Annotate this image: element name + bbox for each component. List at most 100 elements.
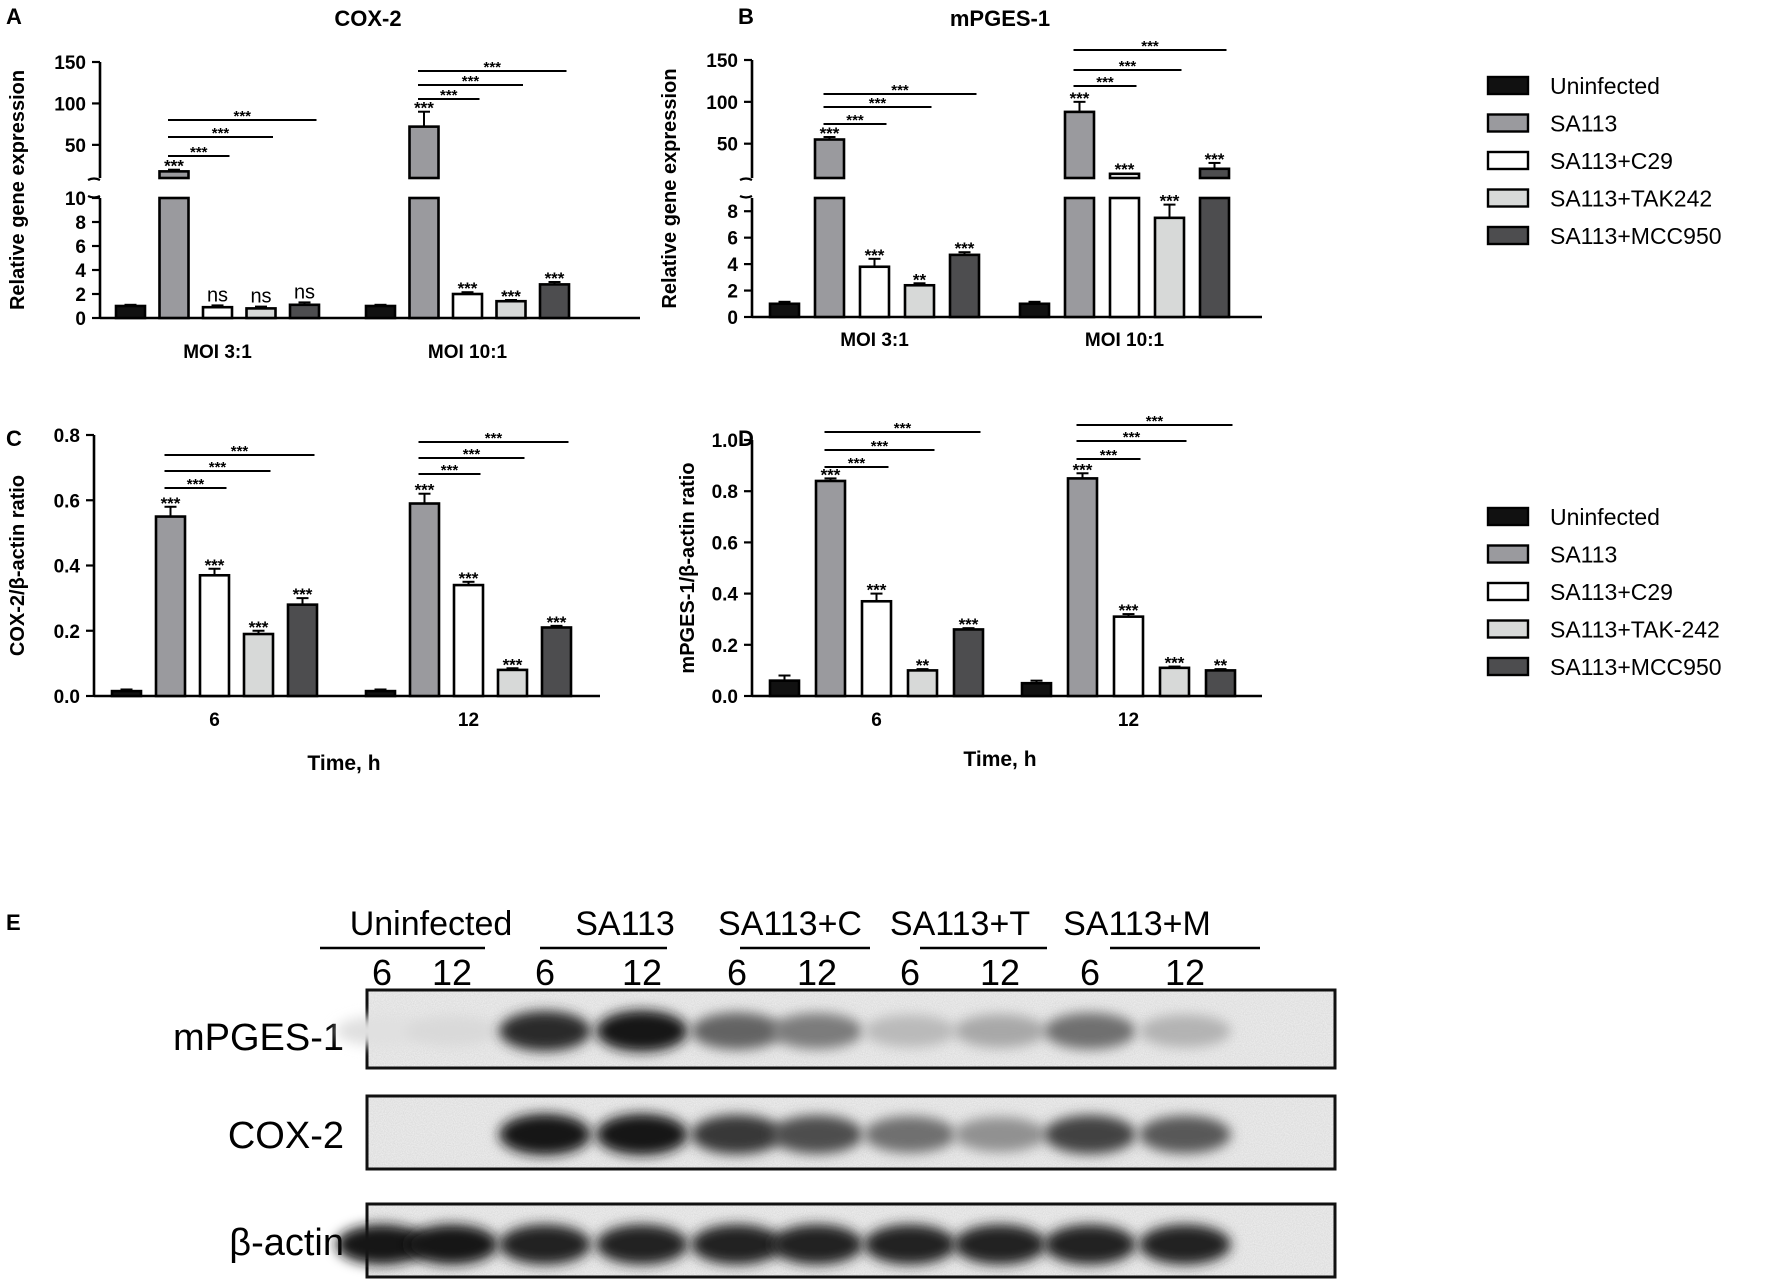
bracket-label: *** xyxy=(440,87,458,104)
bar xyxy=(1018,302,1051,319)
bar xyxy=(154,515,187,698)
significance-label: *** xyxy=(249,618,269,637)
bracket-label: *** xyxy=(846,112,864,129)
blot-band xyxy=(499,1113,591,1156)
bracket-label: *** xyxy=(891,82,909,99)
x-tick-label: 12 xyxy=(458,710,479,731)
bar xyxy=(1063,196,1096,319)
y-axis-label: Relative gene expression xyxy=(659,68,681,308)
blot-band xyxy=(596,1010,688,1052)
blot-band xyxy=(499,1224,591,1265)
significance-label: *** xyxy=(415,481,435,500)
chart-title: COX-2 xyxy=(334,6,401,31)
bar xyxy=(110,689,143,698)
chart-panel-d: mPGES-1/β-actin ratio 0.0 0.2 0.4 0.6 0.8 1.0 *… xyxy=(677,413,1262,771)
significance-label: *** xyxy=(1119,601,1139,620)
y-tick-label: 1.0 xyxy=(712,431,738,452)
bar xyxy=(1108,196,1141,319)
bar xyxy=(952,628,985,698)
bracket-label: *** xyxy=(1141,38,1159,55)
legend-swatch xyxy=(1486,656,1530,677)
blot-band xyxy=(1139,1224,1231,1265)
significance-label: *** xyxy=(1160,192,1180,211)
blot-band xyxy=(1044,1224,1136,1265)
significance-label: ** xyxy=(913,270,927,289)
x-axis-label: Time, h xyxy=(963,748,1036,771)
chart-panel-b: mPGES-1 Relative gene expression 0 2 4 6 8 50 10… xyxy=(659,6,1262,351)
blot-band xyxy=(771,1224,863,1265)
y-tick-label: 50 xyxy=(65,136,86,157)
y-tick-label: 4 xyxy=(727,255,738,276)
blot-lane-label: 12 xyxy=(432,952,472,993)
blot-band xyxy=(596,1224,688,1265)
significance-label: *** xyxy=(545,269,565,288)
blot-band xyxy=(406,1015,498,1047)
significance-label: *** xyxy=(867,581,887,600)
y-tick-label: 0.0 xyxy=(54,687,80,708)
blot-band xyxy=(691,1114,783,1155)
x-axis-label: Time, h xyxy=(307,752,380,775)
bracket-label: *** xyxy=(187,476,205,493)
blot-band xyxy=(954,1117,1046,1152)
y-tick-label: 100 xyxy=(706,93,738,114)
bar xyxy=(948,253,981,319)
significance-label: *** xyxy=(1073,460,1093,479)
legend-label: SA113+TAK-242 xyxy=(1550,617,1720,643)
x-tick-label: 12 xyxy=(1118,710,1139,731)
axis-break-mark xyxy=(739,177,753,182)
y-tick-label: 6 xyxy=(75,237,86,258)
bracket-label: *** xyxy=(871,438,889,455)
x-tick-label: MOI 10:1 xyxy=(428,342,508,363)
panel-letter-d: D xyxy=(738,426,754,451)
blot-lane-label: 6 xyxy=(535,952,555,993)
bracket-label: *** xyxy=(463,446,481,463)
significance-label: *** xyxy=(503,655,523,674)
y-tick-label: 10 xyxy=(65,189,86,210)
blot-band xyxy=(499,1010,591,1052)
significance-label: *** xyxy=(161,494,181,513)
significance-label: *** xyxy=(865,246,885,265)
bracket-label: *** xyxy=(1119,58,1137,75)
blot-band xyxy=(864,1014,956,1048)
blot-lane-label: 12 xyxy=(797,952,837,993)
bar xyxy=(1153,216,1186,319)
bar xyxy=(906,669,939,698)
legend-label: SA113+TAK242 xyxy=(1550,186,1712,212)
significance-label: *** xyxy=(1165,654,1185,673)
blot-band xyxy=(691,1012,783,1050)
significance-label: *** xyxy=(1205,150,1225,169)
bar xyxy=(408,125,440,180)
blot-band xyxy=(954,1224,1046,1265)
bracket-label: *** xyxy=(209,459,227,476)
legend-bottom: Uninfected SA113 SA113+C29 SA113+TAK-242 SA1… xyxy=(1486,504,1722,680)
y-tick-label: 0.6 xyxy=(54,491,80,512)
y-axis-label: COX-2/β-actin ratio xyxy=(7,475,29,656)
bar xyxy=(288,303,321,320)
bar xyxy=(768,679,801,698)
bar xyxy=(364,304,397,320)
blot-lane-label: 6 xyxy=(727,952,747,993)
bracket-label: *** xyxy=(1100,447,1118,464)
y-axis-label: mPGES-1/β-actin ratio xyxy=(677,462,699,673)
blot-row-label: β-actin xyxy=(229,1222,344,1264)
x-tick-label: MOI 3:1 xyxy=(183,342,252,363)
blot-band xyxy=(1044,1115,1136,1154)
significance-label: ns xyxy=(250,286,271,308)
bracket-label: *** xyxy=(848,455,866,472)
bar xyxy=(158,196,190,320)
blot-lane-label: 6 xyxy=(372,952,392,993)
bar xyxy=(538,283,571,320)
x-tick-label: 6 xyxy=(871,710,882,731)
significance-label: *** xyxy=(547,613,567,632)
significance-label: *** xyxy=(458,279,478,298)
significance-label: *** xyxy=(293,585,313,604)
bar xyxy=(496,668,529,698)
blot-band xyxy=(771,1115,863,1154)
bracket-label: *** xyxy=(869,95,887,112)
blot-band xyxy=(1044,1012,1136,1050)
significance-label: ** xyxy=(916,656,930,675)
blot-row-label: COX-2 xyxy=(228,1115,344,1157)
blot-band xyxy=(864,1224,956,1265)
western-blot-panel-e: Uninfected SA113 SA113+C SA113+T SA113+M 6 12 6… xyxy=(173,905,1337,1279)
blot-group-label: SA113+T xyxy=(890,905,1030,943)
